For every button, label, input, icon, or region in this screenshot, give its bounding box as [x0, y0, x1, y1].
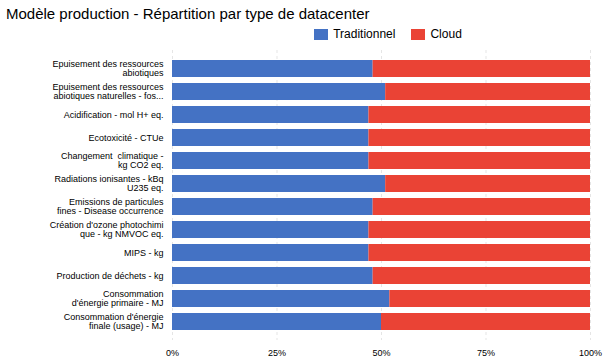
- html-text:Traditionnel: Traditionnel: [333, 27, 396, 41]
- svg-text:Radiations ionisantes - kBqU23: Radiations ionisantes - kBqU235 eq.: [54, 174, 163, 193]
- svg-text:0%: 0%: [166, 348, 179, 358]
- svg-text:Ecotoxicité - CTUe: Ecotoxicité - CTUe: [88, 133, 163, 143]
- svg-text:Epuisement des ressourcesabiot: Epuisement des ressourcesabiotiques: [52, 59, 164, 78]
- svg-text:100%: 100%: [579, 348, 602, 358]
- html-text:Cloud: Cloud: [430, 27, 462, 41]
- svg-text:Création d'ozone photochimique: Création d'ozone photochimique - kg NMVO…: [50, 220, 164, 239]
- svg-text:25%: 25%: [268, 348, 286, 358]
- svg-text:Emissions de particulesfines -: Emissions de particulesfines - Disease o…: [57, 197, 164, 216]
- svg-text:Epuisement des ressourcesabiot: Epuisement des ressourcesabiotiques natu…: [52, 82, 164, 101]
- svg-text:75%: 75%: [477, 348, 495, 358]
- svg-text:Changement climatique -kg CO2: Changement climatique -kg CO2 eq.: [61, 151, 164, 170]
- html-text:Modèle production - Répartitio: Modèle production - Répartition par type…: [6, 5, 370, 22]
- svg-text:Consommation d'énergiefinale (: Consommation d'énergiefinale (usage) - M…: [64, 312, 164, 331]
- svg-text:Production de déchets - kg: Production de déchets - kg: [56, 271, 163, 281]
- svg-text:50%: 50%: [372, 348, 390, 358]
- svg-text:Consommationd'énergie primaire: Consommationd'énergie primaire - MJ: [72, 289, 164, 308]
- svg-text:Acidification - mol H+ eq.: Acidification - mol H+ eq.: [64, 110, 164, 120]
- svg-text:MIPS - kg: MIPS - kg: [124, 248, 164, 258]
